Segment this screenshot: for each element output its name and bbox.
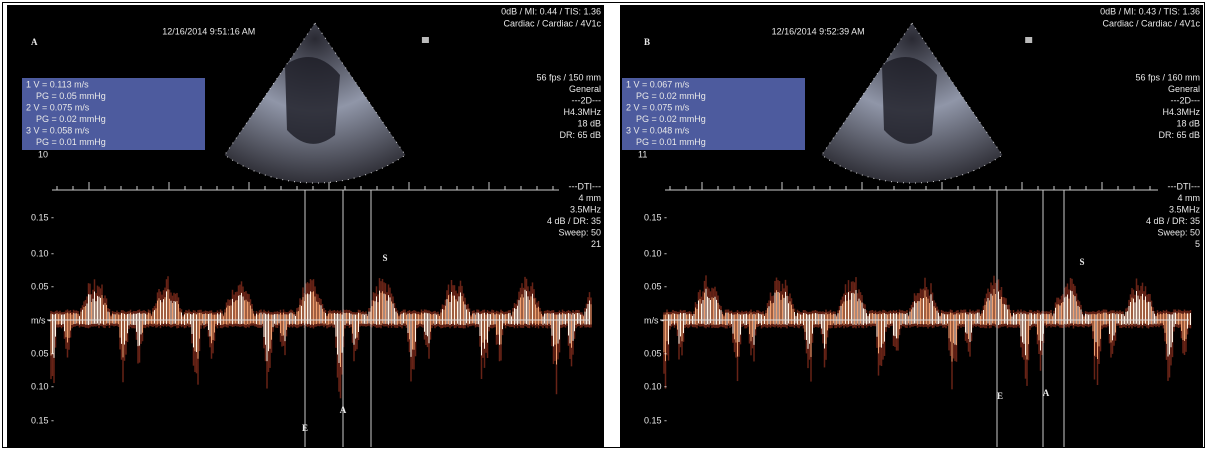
measurement-footer: 11 bbox=[638, 149, 647, 159]
measurement-text: PG = 0.02 mmHg bbox=[636, 114, 706, 124]
settings-dti: 3.5MHz bbox=[570, 204, 602, 214]
indicator bbox=[1025, 37, 1032, 43]
indicator bbox=[422, 37, 429, 43]
settings-dti: 4 mm bbox=[579, 193, 602, 203]
measurement-text: 3 V = 0.048 m/s bbox=[626, 125, 690, 135]
settings-dti: Sweep: 50 bbox=[1157, 227, 1200, 237]
system-info: 0dB / MI: 0.43 / TIS: 1.36 bbox=[1100, 6, 1200, 16]
settings-dti: 3.5MHz bbox=[1169, 204, 1201, 214]
timestamp: 12/16/2014 9:52:39 AM bbox=[772, 26, 865, 36]
marker-label: A bbox=[340, 405, 347, 415]
measurement-text: 1 V = 0.067 m/s bbox=[626, 79, 690, 89]
timestamp: 12/16/2014 9:51:16 AM bbox=[162, 26, 255, 36]
measurement-text: 2 V = 0.075 m/s bbox=[26, 102, 90, 112]
marker-label: S bbox=[1079, 257, 1084, 267]
measurement-text: PG = 0.05 mmHg bbox=[36, 91, 106, 101]
settings-dti: 21 bbox=[591, 239, 601, 249]
marker-label: S bbox=[382, 253, 387, 263]
measurement-text: PG = 0.01 mmHg bbox=[636, 137, 706, 147]
axis-label: 0.05 - bbox=[31, 281, 54, 291]
marker-label: E bbox=[997, 391, 1003, 401]
axis-label: 0.15 - bbox=[644, 415, 667, 425]
measurement-text: 2 V = 0.075 m/s bbox=[626, 102, 690, 112]
settings-dti: 4 mm bbox=[1178, 193, 1201, 203]
axis-label: 0.15 - bbox=[31, 415, 54, 425]
settings-2d: 56 fps / 160 mm bbox=[1135, 72, 1200, 82]
axis-label: m/s - bbox=[31, 315, 51, 325]
settings-2d: DR: 65 dB bbox=[559, 130, 601, 140]
settings-2d: DR: 65 dB bbox=[1158, 130, 1200, 140]
settings-2d: H4.3MHz bbox=[563, 107, 601, 117]
settings-2d: ---2D--- bbox=[1171, 95, 1201, 105]
marker-label: A bbox=[1043, 388, 1050, 398]
axis-label: 0.05 - bbox=[644, 281, 667, 291]
system-info: 0dB / MI: 0.44 / TIS: 1.36 bbox=[501, 6, 601, 16]
measurement-text: PG = 0.02 mmHg bbox=[36, 114, 106, 124]
axis-label: 0.15 - bbox=[31, 212, 54, 222]
measurement-text: 3 V = 0.058 m/s bbox=[26, 125, 90, 135]
axis-label: 0.10 - bbox=[644, 381, 667, 391]
settings-dti: Sweep: 50 bbox=[558, 227, 601, 237]
axis-label: m/s - bbox=[644, 315, 664, 325]
settings-dti: ---DTI--- bbox=[569, 181, 601, 191]
system-info: Cardiac / Cardiac / 4V1c bbox=[503, 18, 601, 28]
measurement-text: PG = 0.02 mmHg bbox=[636, 91, 706, 101]
measurement-text: PG = 0.01 mmHg bbox=[36, 137, 106, 147]
settings-2d: General bbox=[1168, 84, 1200, 94]
system-info: Cardiac / Cardiac / 4V1c bbox=[1102, 18, 1200, 28]
axis-label: 0.10 - bbox=[31, 381, 54, 391]
axis-label: 0.05 - bbox=[31, 348, 54, 358]
settings-2d: 56 fps / 150 mm bbox=[536, 72, 601, 82]
marker-label: E bbox=[302, 423, 308, 433]
measurement-text: 1 V = 0.113 m/s bbox=[26, 79, 89, 89]
settings-dti: 4 dB / DR: 35 bbox=[547, 216, 601, 226]
axis-label: 0.10 - bbox=[31, 248, 54, 258]
panel-label: B bbox=[644, 37, 650, 47]
settings-dti: 4 dB / DR: 35 bbox=[1146, 216, 1200, 226]
echo-chamber bbox=[882, 57, 937, 144]
settings-dti: 5 bbox=[1195, 239, 1200, 249]
axis-label: 0.15 - bbox=[644, 212, 667, 222]
settings-2d: 18 dB bbox=[1176, 118, 1200, 128]
panel-label: A bbox=[31, 37, 38, 47]
settings-2d: H4.3MHz bbox=[1162, 107, 1200, 117]
settings-dti: ---DTI--- bbox=[1168, 181, 1200, 191]
measurement-footer: 10 bbox=[38, 149, 48, 159]
settings-2d: General bbox=[569, 84, 601, 94]
axis-label: 0.05 - bbox=[644, 348, 667, 358]
axis-label: 0.10 - bbox=[644, 248, 667, 258]
page: 1 V = 0.113 m/sPG = 0.05 mmHg2 V = 0.075… bbox=[0, 0, 1209, 450]
settings-2d: ---2D--- bbox=[572, 95, 602, 105]
echo-chamber bbox=[285, 57, 340, 144]
settings-2d: 18 dB bbox=[577, 118, 601, 128]
